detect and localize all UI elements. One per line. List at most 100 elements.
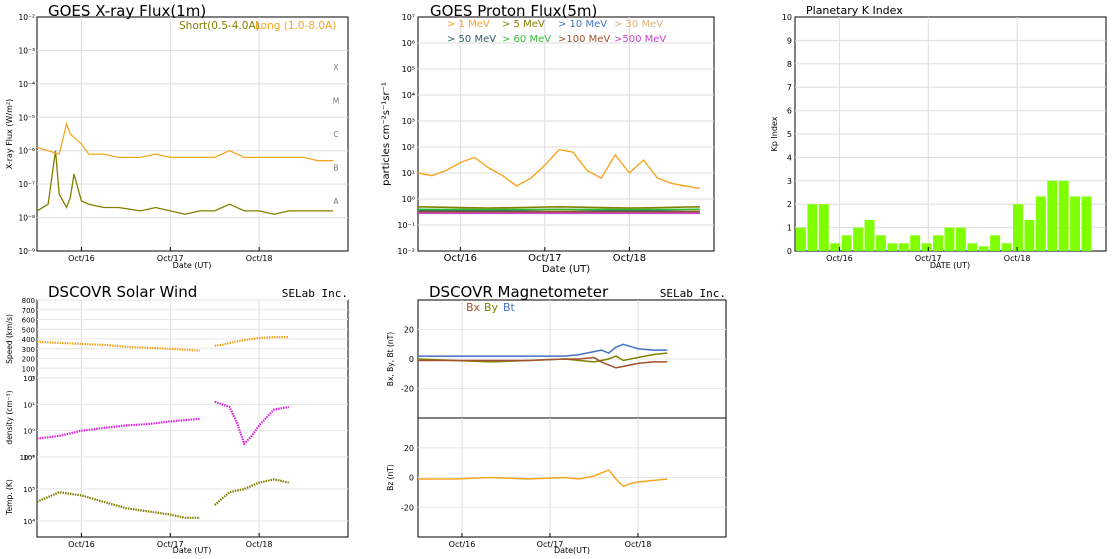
sw-xtick-label: Oct/16 <box>68 540 95 549</box>
sw-ytick-label: 10⁰ <box>23 428 35 436</box>
sw-series-line <box>213 478 290 506</box>
mag-series-line <box>418 343 668 357</box>
proton-xlabel: Date (UT) <box>542 264 590 275</box>
kp-bar <box>841 235 852 251</box>
kp-ytick-label: 5 <box>787 130 792 139</box>
xray-ytick-label: 10⁻⁸ <box>18 214 35 223</box>
proton-legend-entry: > 1 MeV <box>447 19 490 30</box>
mag-ytick-label: 0 <box>409 474 414 483</box>
mag-xtick-label: Oct/17 <box>537 540 564 549</box>
xray-class-label: C <box>333 130 338 139</box>
xray-ytick-label: 10⁻² <box>18 13 35 22</box>
sw-ytick-label: 100 <box>22 365 35 373</box>
xray-chart: GOES X-ray Flux(1m) 10⁻⁹ 10⁻⁸ 10⁻⁷ 10⁻⁶ 10⁻⁵… <box>5 2 349 270</box>
mag-ytick-label: -20 <box>401 385 414 394</box>
kp-bar <box>1001 243 1012 251</box>
kp-bar <box>955 227 966 251</box>
sw-ytick-label: 200 <box>22 356 35 364</box>
xray-class-label: X <box>333 63 338 72</box>
xray-xtick-label: Oct/16 <box>68 254 95 263</box>
kp-bar <box>944 227 955 251</box>
kp-bar <box>1081 196 1092 251</box>
sw-panel-ylabel: Speed (km/s) <box>5 314 14 364</box>
xray-ytick-label: 10⁻³ <box>18 46 35 55</box>
xray-ylabel: X-ray Flux (W/m²) <box>5 99 14 169</box>
sw-ytick-label: 10² <box>23 375 35 383</box>
xray-xtick-label: Oct/17 <box>157 254 184 263</box>
mag-xtick-label: Oct/18 <box>625 540 652 549</box>
xray-legend-short: Short(0.5-4.0A) <box>179 20 260 32</box>
proton-ytick-label: 10⁷ <box>402 13 415 22</box>
xray-series-line <box>36 121 334 162</box>
proton-legend-entry: > 60 MeV <box>502 34 551 45</box>
kp-ytick-label: 3 <box>787 177 792 186</box>
proton-ytick-label: 10⁶ <box>402 39 415 48</box>
sw-series-line <box>214 400 289 446</box>
mag-legend-entry: By <box>484 301 499 314</box>
sw-ytick-label: 10¹ <box>23 401 35 409</box>
proton-ytick-label: 10⁴ <box>402 91 415 100</box>
xray-class-label: A <box>333 197 339 206</box>
kp-bar <box>807 204 818 251</box>
kp-ytick-label: 9 <box>787 36 792 45</box>
kp-bar <box>1047 180 1058 251</box>
xray-ytick-label: 10⁻⁵ <box>18 113 35 122</box>
sw-ytick-label: 600 <box>22 317 35 325</box>
kp-ytick-label: 8 <box>787 60 792 69</box>
sw-plot-frame <box>36 299 349 538</box>
kp-bar <box>1058 180 1069 251</box>
proton-legend-entry: > 5 MeV <box>502 19 545 30</box>
kp-xtick-label: Oct/17 <box>915 254 942 263</box>
proton-ylabel: particles cm⁻²s⁻¹sr⁻¹ <box>381 82 392 186</box>
magnetometer-chart: DSCOVR Magnetometer SELab Inc. Bx By Bt 20… <box>386 283 727 555</box>
kp-bar <box>1035 196 1046 251</box>
sw-ytick-label: 0 <box>31 375 35 383</box>
kp-bar <box>967 243 978 251</box>
sw-series-line <box>36 491 200 519</box>
kp-xtick-label: Oct/16 <box>826 254 853 263</box>
sw-series-line <box>36 340 200 352</box>
proton-ytick-label: 10⁰ <box>402 195 415 204</box>
proton-ytick-label: 10² <box>402 143 415 152</box>
kp-ytick-label: 2 <box>787 200 792 209</box>
kp-title: Planetary K Index <box>806 4 903 17</box>
proton-legend-entry: >100 MeV <box>558 34 610 45</box>
kp-ytick-label: 4 <box>787 153 792 162</box>
xray-ytick-label: 10⁻⁶ <box>18 147 35 156</box>
mag-ytick-label: 20 <box>404 444 414 453</box>
proton-xtick-label: Oct/17 <box>528 253 561 264</box>
sw-xtick-label: Oct/18 <box>246 540 273 549</box>
kp-bar <box>898 243 909 251</box>
proton-xtick-label: Oct/16 <box>444 253 477 264</box>
kp-xtick-label: Oct/18 <box>1004 254 1031 263</box>
kp-bar <box>921 243 932 251</box>
sw-ytick-label: 10⁴ <box>23 518 35 526</box>
sw-panel-ylabel: density (cm⁻³) <box>5 390 14 444</box>
proton-ytick-label: 10⁵ <box>402 65 415 74</box>
proton-chart: GOES Proton Flux(5m) 10⁻² 10⁻¹ 10⁰ 10¹ 10² 10… <box>381 2 715 275</box>
mag-panel-ylabel: Bz (nT) <box>386 464 395 491</box>
sw-series-line <box>214 336 289 347</box>
proton-series-line <box>417 148 701 190</box>
mag-credit: SELab Inc. <box>660 287 726 300</box>
mag-title: DSCOVR Magnetometer <box>429 283 609 301</box>
kp-ylabel: Kp Index <box>770 116 779 151</box>
mag-series-line <box>418 469 668 488</box>
mag-ytick-label: 0 <box>409 355 414 364</box>
mag-series-line <box>417 352 668 363</box>
kp-bar <box>830 243 841 251</box>
xray-xlabel: Date (UT) <box>173 261 212 270</box>
kp-ytick-label: 7 <box>787 83 792 92</box>
kp-bar <box>1070 196 1081 251</box>
sw-panel-ylabel: Temp. (K) <box>5 479 14 516</box>
proton-ytick-label: 10⁻² <box>397 247 415 256</box>
proton-title: GOES Proton Flux(5m) <box>430 2 597 20</box>
xray-legend-long: Long (1.0-8.0A) <box>255 20 336 32</box>
sw-ytick-label: 10⁵ <box>23 486 35 494</box>
proton-legend-entry: > 10 MeV <box>558 19 607 30</box>
sw-ytick-label: 10⁶ <box>23 454 35 462</box>
xray-xtick-label: Oct/18 <box>246 254 273 263</box>
proton-legend-entry: >500 MeV <box>614 34 666 45</box>
kp-ytick-label: 0 <box>787 247 792 256</box>
